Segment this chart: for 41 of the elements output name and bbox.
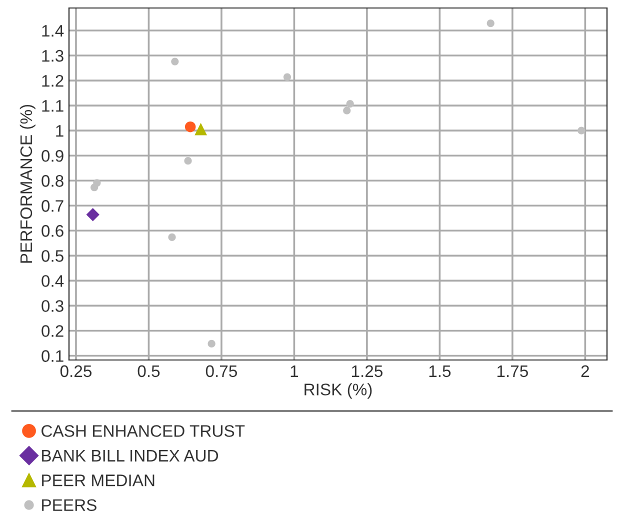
x-tick-label: 1.75 — [497, 365, 528, 378]
legend-label: CASH ENHANCED TRUST — [42, 425, 245, 437]
y-tick-label: 0.4 — [42, 275, 64, 287]
point — [184, 121, 196, 132]
x-tick-label: 1.5 — [429, 365, 451, 378]
y-tick-label: 0.6 — [42, 225, 64, 237]
point — [343, 106, 351, 114]
x-tick-label: 0.75 — [206, 365, 237, 378]
x-tick-label: 2 — [581, 365, 589, 377]
point — [90, 184, 98, 192]
point — [486, 19, 494, 28]
y-axis-title: PERFORMANCE (%) — [20, 104, 36, 263]
x-tick-label: 1.25 — [352, 365, 382, 378]
point — [208, 340, 216, 348]
point — [346, 100, 354, 108]
point — [171, 58, 179, 66]
y-tick-label: 0.8 — [42, 175, 64, 187]
y-tick-label: 0.1 — [42, 350, 64, 362]
y-tick-label: 1.4 — [42, 25, 64, 37]
x-tick-label: 1 — [290, 365, 298, 377]
y-tick-label: 1 — [56, 125, 64, 137]
y-tick-label: 0.7 — [42, 200, 64, 212]
point — [184, 157, 192, 165]
point — [578, 126, 586, 134]
point — [86, 208, 100, 222]
y-tick-label: 0.5 — [42, 250, 64, 262]
x-axis-title: RISK (%) — [304, 383, 372, 399]
x-tick-label: 0.5 — [138, 365, 160, 378]
y-tick-label: 1.1 — [42, 100, 64, 112]
y-tick-label: 0.3 — [42, 300, 64, 312]
x-tick-label: 0.25 — [60, 365, 92, 378]
point — [194, 122, 208, 136]
point — [283, 73, 292, 81]
point — [168, 233, 176, 241]
y-tick-label: 0.2 — [42, 325, 64, 337]
legend-label: BANK BILL INDEX AUD — [42, 450, 218, 462]
legend-label: PEERS — [42, 499, 96, 512]
legend-label: PEER MEDIAN — [42, 474, 154, 486]
y-tick-label: 1.2 — [42, 74, 64, 87]
y-tick-label: 1.3 — [42, 50, 64, 62]
y-tick-label: 0.9 — [42, 150, 64, 162]
